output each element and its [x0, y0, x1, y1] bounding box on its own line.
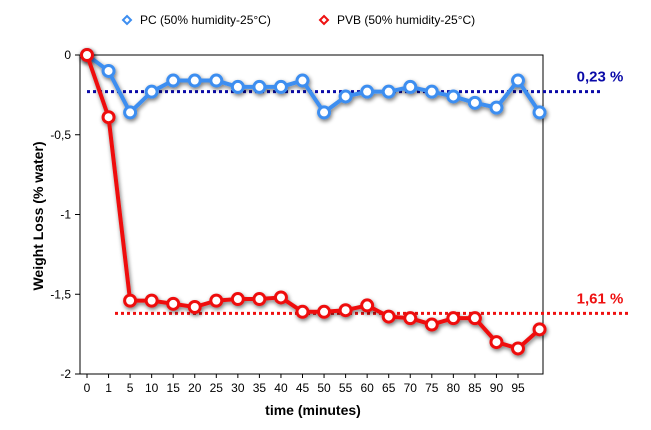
series-pvb-point: [295, 304, 310, 319]
legend-item-pvb: PVB (50% humidity-25°C): [318, 13, 475, 27]
x-tick-label: 85: [468, 381, 482, 395]
legend-label-pvb: PVB (50% humidity-25°C): [337, 13, 475, 27]
series-pc-point: [381, 84, 396, 99]
y-tick-label: -0,5: [50, 128, 71, 142]
x-tick-label: 55: [339, 381, 353, 395]
series-pc-point: [101, 63, 116, 78]
y-tick-label: -1: [60, 208, 71, 222]
series-pc-point: [166, 73, 181, 88]
x-tick-label: 0: [84, 381, 91, 395]
series-pc-point: [209, 73, 224, 88]
series-pc-line: [85, 53, 542, 115]
legend-label-pc: PC (50% humidity-25°C): [140, 13, 271, 27]
y-tick-label: -1,5: [50, 287, 71, 301]
series-pvb-point: [209, 293, 224, 308]
series-pvb-point: [166, 296, 181, 311]
series-pc-point: [187, 73, 202, 88]
legend-marker-pc-icon: [121, 14, 133, 26]
reference-lines: 0,23 % 1,61 %: [87, 69, 631, 315]
x-tick-label: 5: [127, 381, 134, 395]
x-axis-ticks: 0 1 5 10 15 20 25 30 35 40 45 50 55 60 65 70 75 80 85 90 95: [84, 374, 525, 395]
x-tick-label: 35: [253, 381, 267, 395]
y-tick-label: -2: [60, 367, 71, 381]
series-pvb-point: [230, 292, 245, 307]
series-pc-point: [144, 84, 159, 99]
x-tick-label: 25: [210, 381, 224, 395]
x-tick-label: 60: [360, 381, 374, 395]
series-pvb-point: [252, 292, 267, 307]
x-tick-label: 40: [274, 381, 288, 395]
y-axis-ticks: 0 -0,5 -1 -1,5 -2: [50, 48, 80, 381]
x-tick-label: 15: [167, 381, 181, 395]
series-pvb-point: [381, 309, 396, 324]
series-pc-point: [317, 105, 332, 120]
x-tick-label: 70: [404, 381, 418, 395]
series-pc-point: [360, 84, 375, 99]
x-tick-label: 75: [425, 381, 439, 395]
series-pc-point: [273, 79, 288, 94]
series-pvb-point: [489, 335, 504, 350]
pvb-average-line-label: 1,61 %: [577, 290, 624, 307]
x-tick-label: 95: [511, 381, 525, 395]
x-tick-label: 20: [188, 381, 202, 395]
series-pvb-point: [532, 322, 547, 337]
series-pvb-point: [273, 290, 288, 305]
series-pc-point: [489, 100, 504, 115]
series-pc-point: [424, 84, 439, 99]
series-pvb-point: [123, 293, 138, 308]
x-axis-title: time (minutes): [265, 402, 361, 418]
series-pvb-point: [403, 311, 418, 326]
pc-average-line-label: 0,23 %: [577, 69, 624, 86]
series-pvb-line: [85, 54, 541, 351]
series-pc-point: [532, 105, 547, 120]
series-pc-point: [511, 73, 525, 88]
series-pc-point: [467, 95, 482, 110]
series-pvb-point: [446, 311, 461, 326]
series-pc-point: [252, 79, 267, 94]
series-layer: [80, 48, 547, 356]
legend-item-pc: PC (50% humidity-25°C): [121, 13, 271, 27]
series-pvb: [80, 48, 547, 356]
series-pvb-point: [317, 304, 332, 319]
x-tick-label: 90: [490, 381, 504, 395]
series-pvb-point: [467, 311, 482, 326]
y-axis-title: Weight Loss (% water): [30, 141, 46, 290]
x-tick-label: 10: [145, 381, 159, 395]
legend-marker-pvb-icon: [318, 14, 330, 26]
series-pc-point: [295, 73, 310, 88]
x-tick-label: 45: [296, 381, 310, 395]
series-pc-point: [338, 89, 353, 104]
series-pvb-point: [101, 110, 116, 125]
series-pvb-point: [80, 48, 94, 62]
x-tick-label: 65: [382, 381, 396, 395]
series-pvb-point: [424, 317, 439, 332]
series-pvb-point: [144, 293, 159, 308]
series-pvb-point: [338, 303, 353, 318]
series-pc: [80, 48, 547, 120]
series-pc-point: [403, 79, 418, 94]
legend: PC (50% humidity-25°C) PVB (50% humidity…: [121, 13, 475, 27]
y-tick-label: 0: [64, 48, 71, 62]
x-tick-label: 1: [105, 381, 112, 395]
series-pvb-point: [511, 341, 525, 356]
series-pvb-point: [360, 298, 375, 313]
series-pc-point: [446, 89, 461, 104]
series-pc-point: [230, 79, 245, 94]
series-pc-point: [123, 105, 138, 120]
x-tick-label: 50: [317, 381, 331, 395]
series-pvb-point: [187, 300, 202, 315]
x-tick-label: 30: [231, 381, 245, 395]
x-tick-label: 80: [447, 381, 461, 395]
